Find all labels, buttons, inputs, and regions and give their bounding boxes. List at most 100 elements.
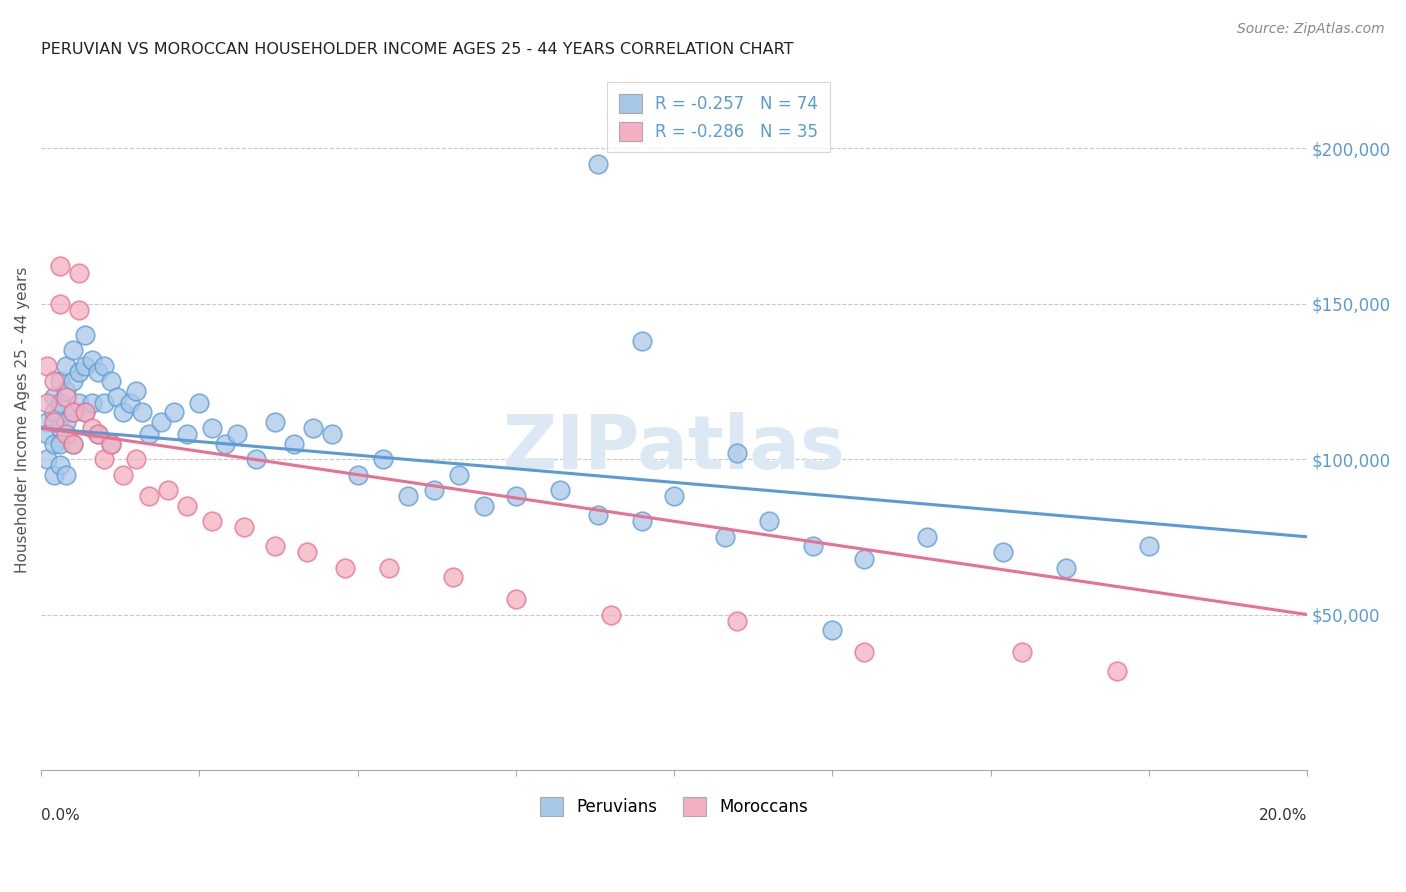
Point xyxy=(150,415,173,429)
Point xyxy=(138,427,160,442)
Point xyxy=(105,390,128,404)
Point xyxy=(75,405,97,419)
Point xyxy=(49,421,72,435)
Point xyxy=(37,452,59,467)
Legend: Peruvians, Moroccans: Peruvians, Moroccans xyxy=(531,789,817,824)
Point xyxy=(758,514,780,528)
Point xyxy=(346,467,368,482)
Point xyxy=(821,623,844,637)
Point xyxy=(1137,539,1160,553)
Point xyxy=(725,446,748,460)
Point xyxy=(49,396,72,410)
Point xyxy=(55,359,77,373)
Point xyxy=(725,614,748,628)
Point xyxy=(371,452,394,467)
Point xyxy=(67,266,90,280)
Point xyxy=(55,390,77,404)
Point xyxy=(852,551,875,566)
Point xyxy=(62,405,84,419)
Point xyxy=(586,157,609,171)
Point xyxy=(188,396,211,410)
Point xyxy=(245,452,267,467)
Point xyxy=(37,427,59,442)
Point xyxy=(42,436,65,450)
Point xyxy=(87,427,110,442)
Point xyxy=(852,645,875,659)
Text: 20.0%: 20.0% xyxy=(1258,808,1308,823)
Point xyxy=(49,436,72,450)
Point xyxy=(87,427,110,442)
Point xyxy=(125,452,148,467)
Point xyxy=(1056,561,1078,575)
Point xyxy=(55,384,77,398)
Point xyxy=(214,436,236,450)
Point xyxy=(37,415,59,429)
Point xyxy=(396,489,419,503)
Text: 0.0%: 0.0% xyxy=(41,808,80,823)
Point xyxy=(201,421,224,435)
Point xyxy=(62,436,84,450)
Point xyxy=(586,508,609,522)
Point xyxy=(100,436,122,450)
Point xyxy=(915,530,938,544)
Point xyxy=(662,489,685,503)
Point xyxy=(42,375,65,389)
Point xyxy=(295,545,318,559)
Text: PERUVIAN VS MOROCCAN HOUSEHOLDER INCOME AGES 25 - 44 YEARS CORRELATION CHART: PERUVIAN VS MOROCCAN HOUSEHOLDER INCOME … xyxy=(41,42,793,57)
Point xyxy=(333,561,356,575)
Point xyxy=(93,452,115,467)
Point xyxy=(100,375,122,389)
Point xyxy=(67,396,90,410)
Point xyxy=(264,415,287,429)
Point xyxy=(93,396,115,410)
Point xyxy=(49,260,72,274)
Point xyxy=(93,359,115,373)
Point xyxy=(505,592,527,607)
Point xyxy=(283,436,305,450)
Point xyxy=(505,489,527,503)
Point xyxy=(75,359,97,373)
Point xyxy=(713,530,735,544)
Point xyxy=(55,415,77,429)
Point xyxy=(75,405,97,419)
Point xyxy=(631,514,654,528)
Point xyxy=(232,520,254,534)
Point xyxy=(321,427,343,442)
Point xyxy=(993,545,1015,559)
Point xyxy=(112,405,135,419)
Text: Source: ZipAtlas.com: Source: ZipAtlas.com xyxy=(1237,22,1385,37)
Point xyxy=(264,539,287,553)
Point xyxy=(87,365,110,379)
Point xyxy=(42,390,65,404)
Point xyxy=(80,396,103,410)
Point xyxy=(163,405,186,419)
Point xyxy=(49,296,72,310)
Point xyxy=(62,405,84,419)
Point xyxy=(55,427,77,442)
Point xyxy=(125,384,148,398)
Point xyxy=(67,365,90,379)
Point xyxy=(599,607,621,622)
Point xyxy=(631,334,654,348)
Point xyxy=(441,570,464,584)
Point xyxy=(62,375,84,389)
Point xyxy=(156,483,179,498)
Point xyxy=(176,499,198,513)
Point xyxy=(75,327,97,342)
Point xyxy=(37,359,59,373)
Point xyxy=(138,489,160,503)
Point xyxy=(37,396,59,410)
Point xyxy=(131,405,153,419)
Point xyxy=(62,343,84,358)
Y-axis label: Householder Income Ages 25 - 44 years: Householder Income Ages 25 - 44 years xyxy=(15,267,30,574)
Point xyxy=(302,421,325,435)
Point xyxy=(1107,664,1129,678)
Point xyxy=(548,483,571,498)
Point xyxy=(176,427,198,442)
Text: ZIPatlas: ZIPatlas xyxy=(503,412,845,484)
Point xyxy=(801,539,824,553)
Point xyxy=(49,458,72,473)
Point xyxy=(378,561,401,575)
Point xyxy=(55,467,77,482)
Point xyxy=(42,467,65,482)
